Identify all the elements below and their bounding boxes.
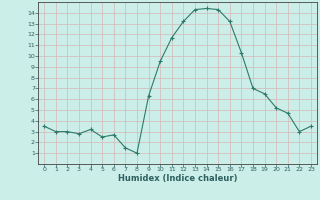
X-axis label: Humidex (Indice chaleur): Humidex (Indice chaleur)	[118, 174, 237, 183]
